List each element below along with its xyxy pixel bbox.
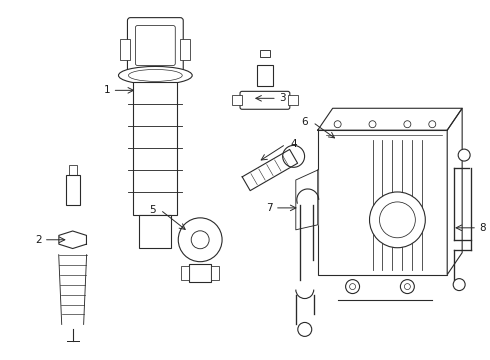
Bar <box>69 165 76 185</box>
Circle shape <box>178 218 222 262</box>
Text: 1: 1 <box>104 85 111 95</box>
Bar <box>260 50 270 58</box>
Bar <box>211 266 219 280</box>
Circle shape <box>283 145 305 167</box>
Polygon shape <box>59 231 86 248</box>
Bar <box>288 95 298 105</box>
Circle shape <box>349 284 356 289</box>
Circle shape <box>404 284 410 289</box>
Bar <box>140 215 171 248</box>
FancyBboxPatch shape <box>127 18 183 73</box>
Polygon shape <box>447 108 462 275</box>
Text: 3: 3 <box>279 93 286 103</box>
Circle shape <box>191 231 209 249</box>
Polygon shape <box>296 170 318 230</box>
Bar <box>232 95 242 105</box>
Circle shape <box>400 280 415 293</box>
FancyBboxPatch shape <box>240 91 290 109</box>
Text: 6: 6 <box>301 117 308 127</box>
Text: 5: 5 <box>149 205 155 215</box>
Bar <box>257 66 273 86</box>
Text: 7: 7 <box>266 203 273 213</box>
Bar <box>318 130 447 275</box>
Ellipse shape <box>119 67 192 84</box>
Polygon shape <box>318 108 462 130</box>
Circle shape <box>458 149 470 161</box>
Circle shape <box>334 121 341 128</box>
Text: 2: 2 <box>35 235 42 245</box>
Bar <box>181 266 189 280</box>
Ellipse shape <box>128 69 182 81</box>
Circle shape <box>404 121 411 128</box>
Text: 4: 4 <box>291 139 297 149</box>
Bar <box>121 39 130 60</box>
Circle shape <box>369 121 376 128</box>
Polygon shape <box>242 149 297 191</box>
Circle shape <box>379 202 416 238</box>
Bar <box>180 39 190 60</box>
Bar <box>66 175 80 205</box>
Circle shape <box>369 192 425 248</box>
Bar <box>133 82 177 215</box>
Circle shape <box>345 280 360 293</box>
Text: 8: 8 <box>479 223 486 233</box>
Bar <box>189 264 211 282</box>
Circle shape <box>298 323 312 336</box>
FancyBboxPatch shape <box>135 26 175 66</box>
Circle shape <box>453 279 465 291</box>
Circle shape <box>429 121 436 128</box>
